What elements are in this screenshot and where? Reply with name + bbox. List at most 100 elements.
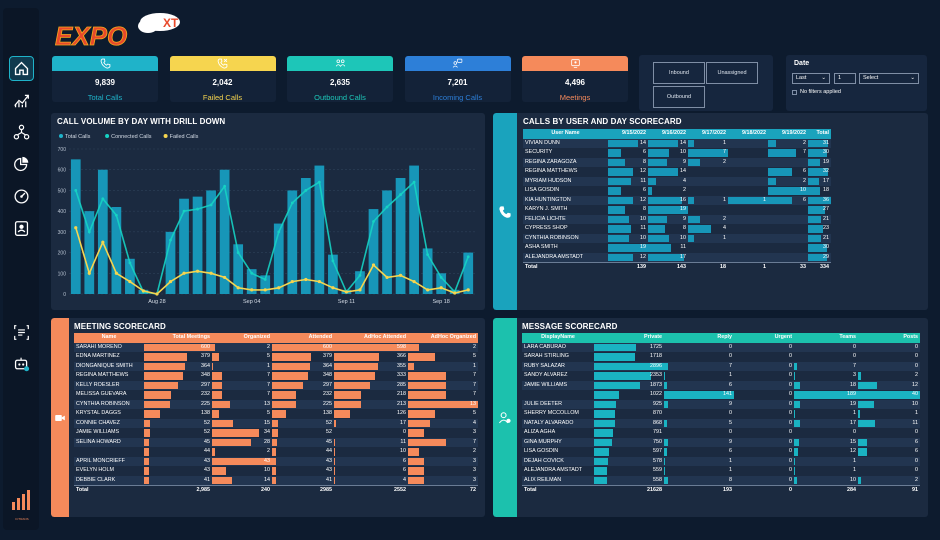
table-row[interactable]: SARAHI MORENO 600 2 600 598 2 [74, 342, 478, 352]
table-row[interactable]: CYNTHIA ROBINSON 225 13 225 213 13 [74, 399, 478, 409]
cell-text: 23 [823, 225, 829, 231]
column-header[interactable]: Organized [212, 333, 272, 343]
kpi-card-failed-calls[interactable]: 2,042 Failed Calls [169, 56, 276, 102]
table-row[interactable]: REGINA MATTHEWS 348 7 348 333 7 [74, 371, 478, 381]
cell-text: 18 [823, 187, 829, 193]
column-header[interactable]: Reply [664, 333, 734, 343]
kpi-card-meetings[interactable]: 4,496 Meetings [522, 56, 628, 102]
column-header[interactable]: Total [808, 129, 831, 139]
table-row[interactable]: JAMIE WILLIAMS 1873 6 0 18 12 [522, 380, 920, 390]
table-row[interactable]: 44 2 44 10 2 [74, 447, 478, 457]
cell-text: 558 [653, 476, 662, 483]
nav-report-icon[interactable] [9, 320, 34, 345]
table-row[interactable]: ALEJANDRA AMSTADT 12 17 29 [523, 252, 831, 263]
nav-network-icon[interactable] [9, 120, 34, 145]
kpi-card-incoming-calls[interactable]: 7,201 Incoming Calls [404, 56, 511, 102]
nav-trend-icon[interactable] [9, 88, 34, 113]
table-row[interactable]: MELISSA GUEVARA 232 7 232 218 7 [74, 390, 478, 400]
table-row[interactable]: GINA MURPHY 750 9 0 15 6 [522, 437, 920, 447]
column-header[interactable]: AdHoc Organized [408, 333, 478, 343]
column-header[interactable]: User Name [523, 129, 608, 139]
cell-bar [408, 400, 478, 408]
table-row[interactable]: KELLY ROESLER 297 7 297 285 7 [74, 380, 478, 390]
nav-gauge-icon[interactable] [9, 184, 34, 209]
cell-value: 11 [608, 177, 648, 187]
table-row[interactable]: CYPRESS SHOP 11 8 4 23 [523, 224, 831, 234]
no-filters-checkbox[interactable]: No filters applied [792, 89, 841, 95]
table-row[interactable]: JULIE DEETER 925 9 0 19 10 [522, 399, 920, 409]
outbound-button[interactable]: Outbound [653, 86, 705, 108]
column-header[interactable]: 9/17/2022 [688, 129, 728, 139]
table-row[interactable]: LISA GOSDIN 597 6 0 12 6 [522, 447, 920, 457]
table-row[interactable]: DEBBIE CLARK 41 14 41 4 3 [74, 475, 478, 486]
call-volume-chart[interactable]: Total Calls Connected Calls Failed Calls 70… [51, 113, 485, 310]
table-row[interactable]: SHERRY MCCOLLOM 870 0 0 1 1 [522, 409, 920, 419]
cell-text: 7 [267, 391, 270, 397]
table-row[interactable]: SARAH STIRLING 1718 0 0 0 0 [522, 352, 920, 362]
table-row[interactable]: JAMIE WILLIAMS 52 34 52 0 3 [74, 428, 478, 438]
cell-text: 0 [403, 429, 406, 435]
table-row[interactable]: KIA HUNTINGTON 12 16 1 1 6 36 [523, 195, 831, 205]
table-row[interactable]: SELINA HOWARD 45 28 45 11 7 [74, 437, 478, 447]
date-count-input[interactable]: 1 [834, 73, 856, 84]
table-row[interactable]: ASHA SMITH 19 11 30 [523, 243, 831, 253]
column-header[interactable]: Private [594, 333, 664, 343]
footer-logo: ICTRANS [9, 488, 35, 521]
cell-text: 52 [326, 419, 332, 426]
column-header[interactable]: 9/18/2022 [728, 129, 768, 139]
table-row[interactable]: 1022 141 0 189 40 [522, 390, 920, 400]
nav-contact-icon[interactable] [9, 216, 34, 241]
cell-bar [794, 362, 797, 370]
column-header[interactable]: Urgent [734, 333, 794, 343]
nav-bot-icon[interactable] [9, 352, 34, 377]
column-header[interactable]: 9/16/2022 [648, 129, 688, 139]
point-connected [87, 230, 91, 234]
cell-bar [408, 410, 435, 418]
table-row[interactable]: MYRIAM HUDSON 11 4 2 17 [523, 176, 831, 187]
column-header[interactable]: Total Meetings [144, 333, 212, 343]
nav-piechart-icon[interactable] [9, 152, 34, 177]
table-row[interactable]: ALIZA AGHA 791 0 0 0 0 [522, 428, 920, 438]
table-row[interactable]: REGINA ZARAGOZA 8 9 2 19 [523, 157, 831, 168]
nav-home-icon[interactable] [9, 56, 34, 81]
table-row[interactable]: ALEJANDRA AMSTADT 559 1 0 1 0 [522, 466, 920, 476]
table-row[interactable]: SECURITY 6 10 7 7 30 [523, 148, 831, 158]
date-unit-select[interactable]: Select ⌄ [859, 73, 919, 84]
column-header[interactable]: Name [74, 333, 144, 343]
unassigned-button[interactable]: Unassigned [706, 62, 758, 84]
table-row[interactable]: EVELYN HOLM 43 10 43 6 3 [74, 466, 478, 476]
table-row[interactable]: DEJAH COVICK 578 1 0 1 0 [522, 456, 920, 466]
cell-bar [408, 467, 425, 475]
table-row[interactable]: LARA CABURAO 1725 0 0 0 0 [522, 342, 920, 352]
table-row[interactable]: FELICIA LICHTE 10 9 2 21 [523, 214, 831, 224]
table-row[interactable]: NATALY ALVARADO 868 5 0 17 11 [522, 418, 920, 428]
column-header[interactable]: 9/15/2022 [608, 129, 648, 139]
inbound-button[interactable]: Inbound [653, 62, 705, 84]
table-row[interactable]: CONNIE CHAVEZ 52 15 52 17 4 [74, 418, 478, 428]
table-row[interactable]: SANDY ALVAREZ 2353 1 0 3 2 [522, 371, 920, 381]
column-header[interactable]: Attended [272, 333, 334, 343]
table-row[interactable]: VIVIAN DUNN 14 14 1 2 31 [523, 138, 831, 149]
date-period-select[interactable]: Last ⌄ [792, 73, 830, 84]
table-row[interactable]: KRYSTAL DAGGS 138 5 138 126 5 [74, 409, 478, 419]
kpi-card-outbound-calls[interactable]: 2,635 Outbound Calls [287, 56, 393, 102]
column-header[interactable]: 9/19/2022 [768, 129, 808, 139]
table-row[interactable]: LISA GOSDIN 6 2 10 18 [523, 186, 831, 196]
table-row[interactable]: KARYN J. SMITH 8 19 27 [523, 205, 831, 215]
column-header[interactable]: AdHoc Attended [334, 333, 408, 343]
column-header[interactable]: DisplayName [522, 333, 594, 343]
table-row[interactable]: REGINA MATTHEWS 12 14 6 32 [523, 167, 831, 177]
point-connected [209, 203, 213, 207]
table-row[interactable]: ALIX REILMAN 558 8 0 10 2 [522, 475, 920, 486]
kpi-card-total-calls[interactable]: 9,839 Total Calls [52, 56, 158, 102]
table-row[interactable]: CYNTHIA ROBINSON 10 10 1 21 [523, 233, 831, 243]
column-header[interactable]: Teams [794, 333, 858, 343]
cell-value [728, 158, 768, 168]
column-header[interactable]: Posts [858, 333, 920, 343]
table-row[interactable]: EDNA MARTINEZ 379 5 379 366 5 [74, 352, 478, 362]
table-row[interactable]: APRIL MONCRIEFF 43 43 43 6 3 [74, 456, 478, 466]
phone-icon [100, 58, 110, 69]
table-row[interactable]: RUBY SALAZAR 2896 7 0 7 0 [522, 361, 920, 371]
cell-value [728, 139, 768, 149]
table-row[interactable]: DIONGANIQUE SMITH 364 1 364 355 1 [74, 361, 478, 371]
